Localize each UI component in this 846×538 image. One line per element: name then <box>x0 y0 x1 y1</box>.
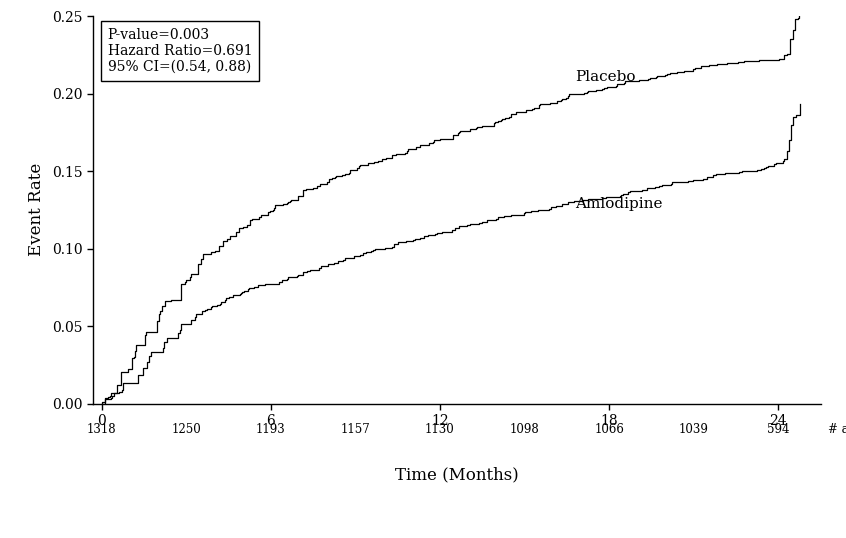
Y-axis label: Event Rate: Event Rate <box>28 163 45 257</box>
Text: 1157: 1157 <box>340 423 371 436</box>
X-axis label: Time (Months): Time (Months) <box>395 467 519 484</box>
Text: 1066: 1066 <box>594 423 624 436</box>
Text: 1039: 1039 <box>678 423 709 436</box>
Text: 594: 594 <box>767 423 789 436</box>
Text: # at risk: # at risk <box>827 423 846 436</box>
Text: P-value=0.003
Hazard Ratio=0.691
95% CI=(0.54, 0.88): P-value=0.003 Hazard Ratio=0.691 95% CI=… <box>107 28 252 74</box>
Text: 1193: 1193 <box>255 423 286 436</box>
Text: 1318: 1318 <box>86 423 117 436</box>
Text: Amlodipine: Amlodipine <box>575 197 662 211</box>
Text: Placebo: Placebo <box>575 70 636 84</box>
Text: 1130: 1130 <box>425 423 455 436</box>
Text: 1250: 1250 <box>171 423 201 436</box>
Text: 1098: 1098 <box>509 423 540 436</box>
